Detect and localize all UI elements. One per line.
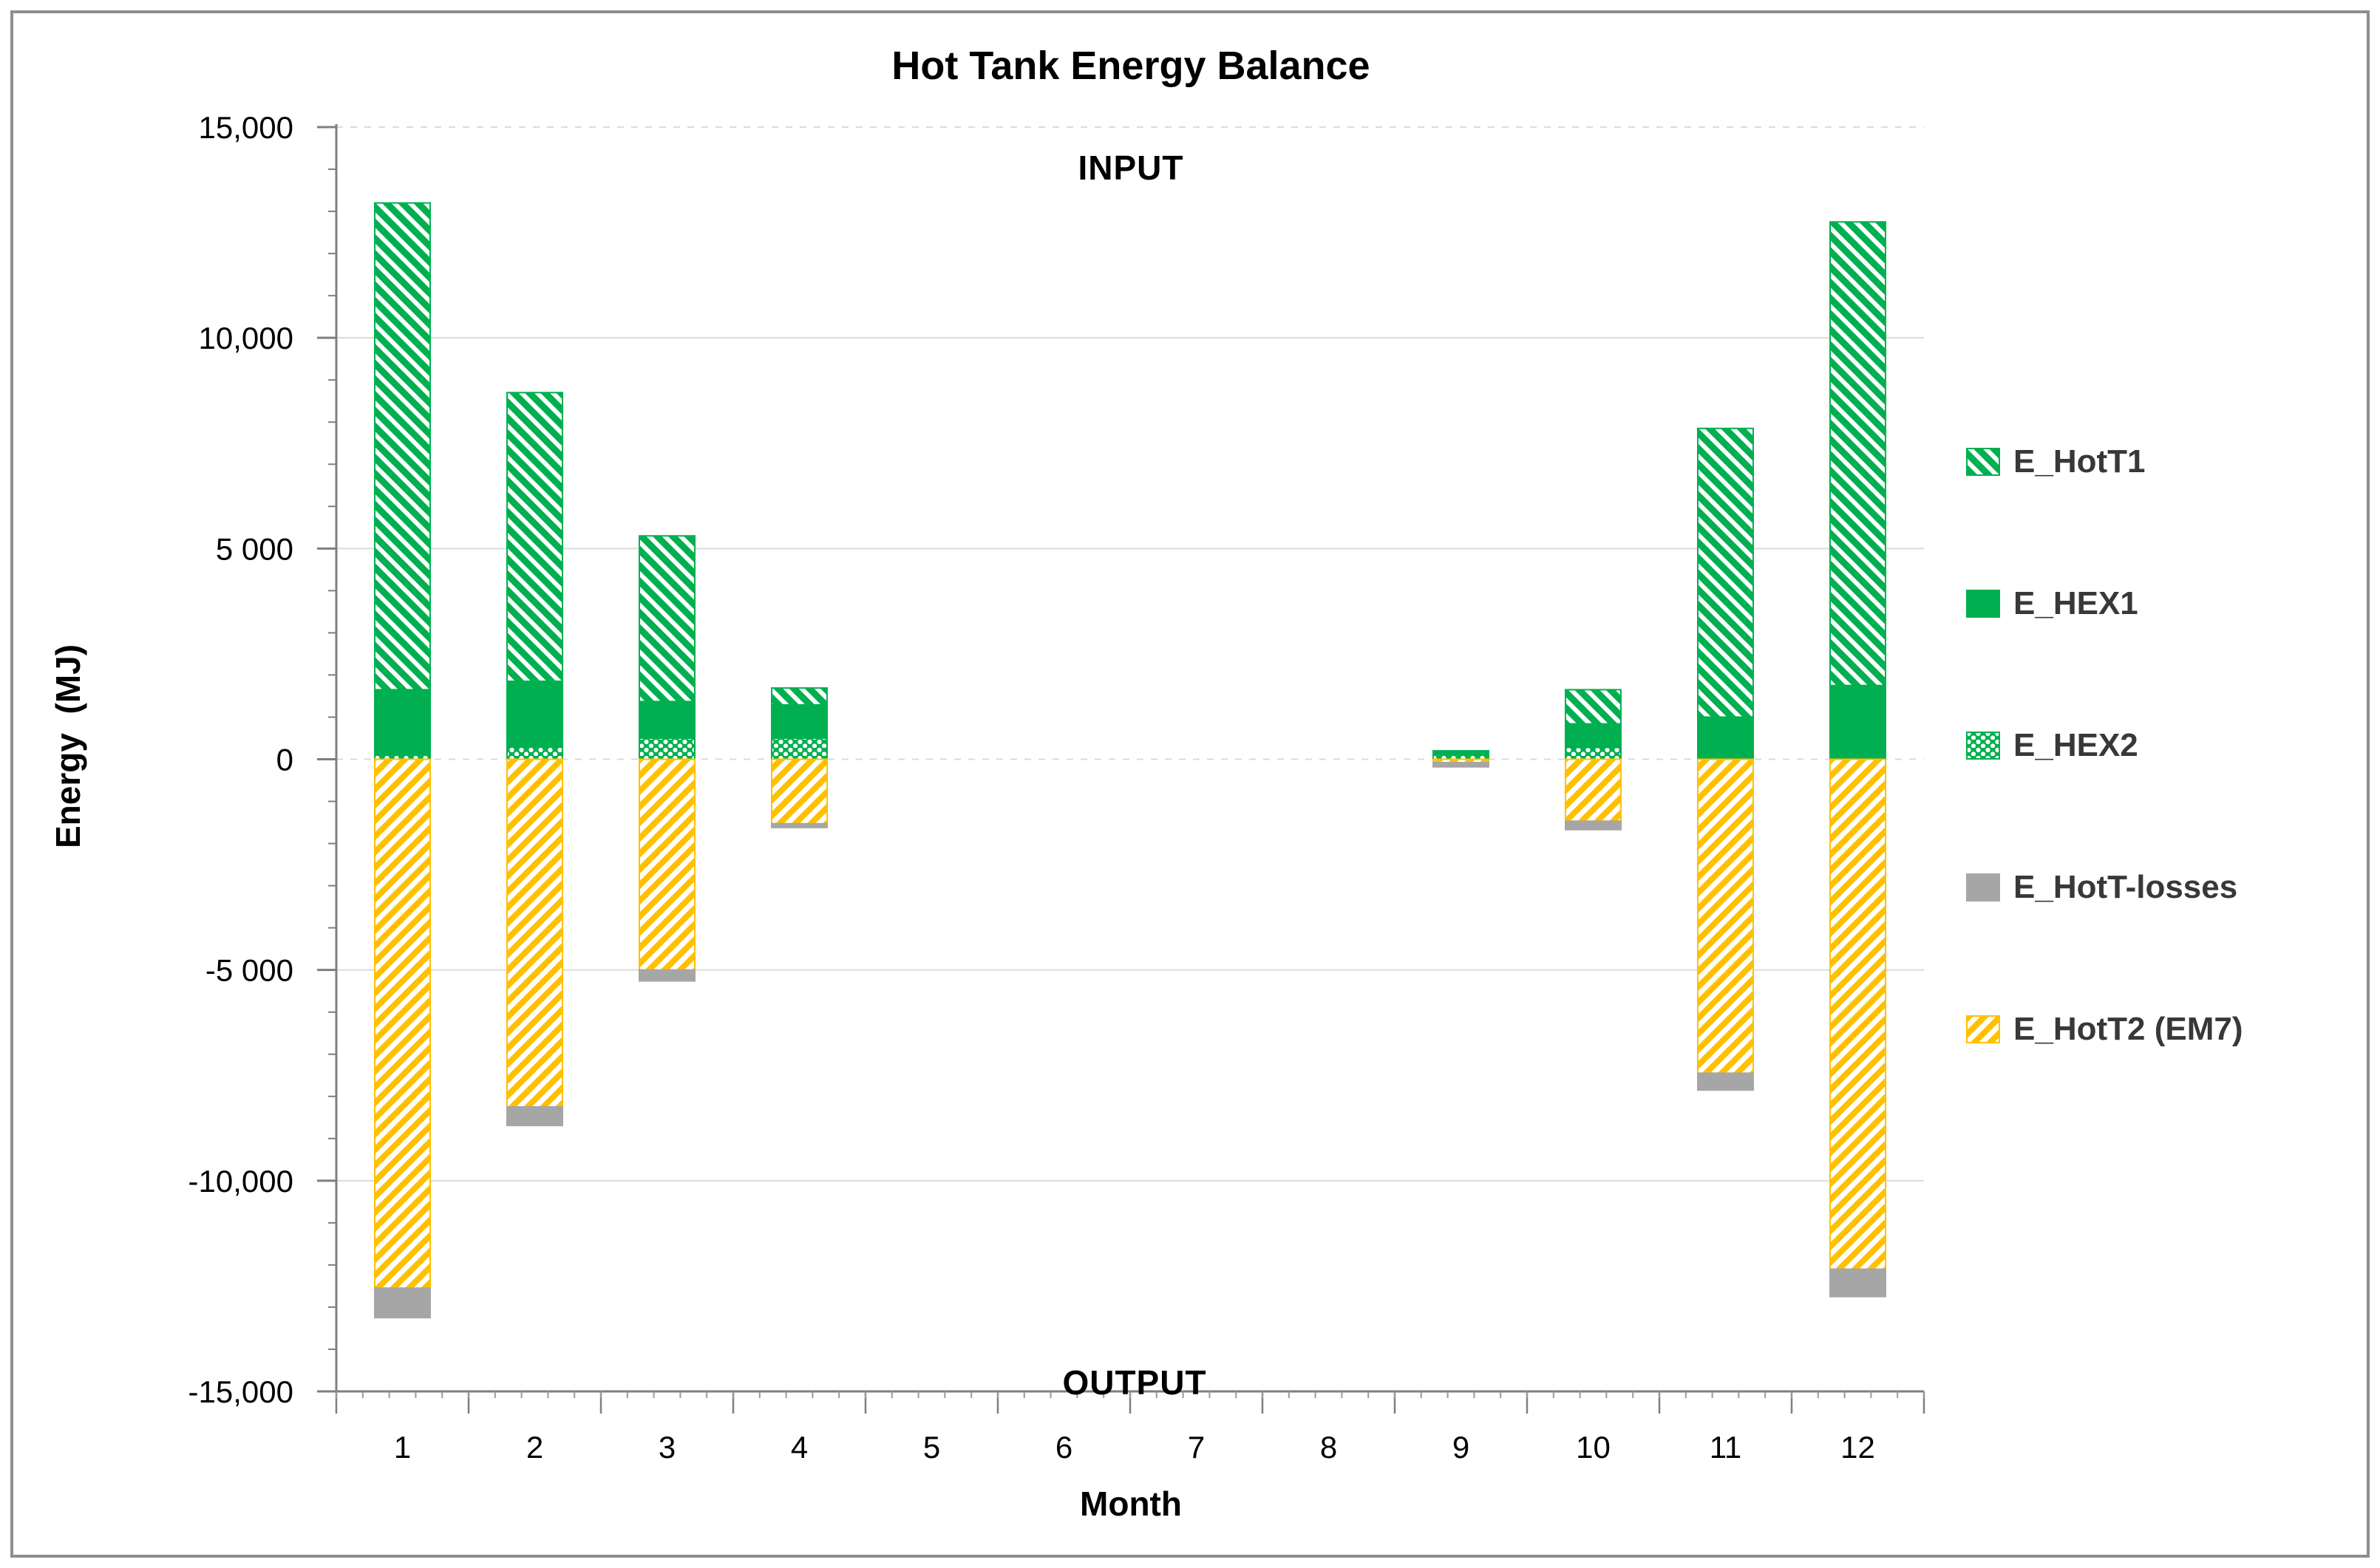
- x-tick-label: 7: [1188, 1430, 1205, 1465]
- bars: [374, 202, 1886, 1319]
- bar-segment-E_HotT-losses-m11: [1697, 1072, 1754, 1091]
- bar-segment-E_HotT-losses-m2: [506, 1106, 563, 1127]
- bar-segment-E_HEX1-m10: [1565, 723, 1622, 749]
- bar-segment-E_HEX1-m4: [771, 703, 828, 739]
- y-tick-label: 5 000: [216, 531, 293, 566]
- bar-segment-E_HotT1-m2: [506, 392, 563, 682]
- legend-swatch-hatch-yellow-icon: [1966, 1015, 2000, 1043]
- bar-segment-E_HotT1-m3: [639, 535, 696, 703]
- bar-segment-E_HEX1-m3: [639, 701, 696, 739]
- bar-segment-E_HotT2 (EM7)-m3: [639, 758, 696, 971]
- bar-segment-E_HotT-losses-m3: [639, 969, 696, 982]
- bar-segment-E_HotT-losses-m10: [1565, 820, 1622, 831]
- x-tick-label: 1: [394, 1430, 411, 1465]
- y-tick-label: 0: [276, 743, 293, 777]
- legend-item-E_HEX2: E_HEX2: [1966, 727, 2138, 764]
- output-annotation: OUTPUT: [1062, 1363, 1207, 1402]
- bar-segment-E_HEX2-m4: [771, 737, 828, 760]
- x-tick-label: 5: [923, 1430, 940, 1465]
- y-tick-label: -10,000: [188, 1164, 293, 1199]
- bar-segment-E_HotT-losses-m9: [1432, 762, 1489, 768]
- legend-swatch-dots-green-icon: [1966, 732, 2000, 760]
- legend-label: E_HEX1: [2013, 585, 2138, 621]
- legend-item-E_HEX1: E_HEX1: [1966, 585, 2138, 622]
- legend-swatch-solid-green-icon: [1966, 590, 2000, 618]
- y-tick-label: 15,000: [199, 110, 293, 145]
- bar-segment-E_HotT2 (EM7)-m2: [506, 758, 563, 1108]
- bar-segment-E_HotT2 (EM7)-m11: [1697, 758, 1754, 1074]
- legend-item-E_HotT1: E_HotT1: [1966, 443, 2145, 480]
- x-tick-label: 12: [1840, 1430, 1875, 1465]
- bar-segment-E_HEX1-m12: [1829, 684, 1886, 760]
- chart-title: Hot Tank Energy Balance: [891, 44, 1370, 88]
- bar-segment-E_HotT1-m12: [1829, 221, 1886, 686]
- x-axis-title: Month: [1080, 1485, 1182, 1523]
- x-tick-label: 3: [659, 1430, 676, 1465]
- legend-item-E_HotT-losses: E_HotT-losses: [1966, 869, 2237, 906]
- x-tick-label: 11: [1710, 1430, 1742, 1465]
- bar-segment-E_HEX2-m3: [639, 737, 696, 760]
- x-tick-label: 9: [1452, 1430, 1469, 1465]
- x-tick-label: 6: [1055, 1430, 1072, 1465]
- bar-segment-E_HotT-losses-m4: [771, 822, 828, 828]
- legend-swatch-hatch-green-icon: [1966, 448, 2000, 476]
- legend-label: E_HotT1: [2013, 443, 2146, 480]
- bar-segment-E_HEX1-m11: [1697, 716, 1754, 760]
- y-tick-label: -5 000: [205, 953, 293, 988]
- bar-segment-E_HotT2 (EM7)-m10: [1565, 758, 1622, 822]
- y-tick-label: -15,000: [188, 1374, 293, 1409]
- y-tick-label: 10,000: [199, 321, 293, 355]
- bar-segment-E_HEX1-m2: [506, 680, 563, 748]
- bar-segment-E_HotT2 (EM7)-m4: [771, 758, 828, 825]
- bar-segment-E_HotT1-m1: [374, 202, 431, 691]
- bar-segment-E_HotT1-m4: [771, 687, 828, 706]
- bar-segment-E_HotT2 (EM7)-m12: [1829, 758, 1886, 1270]
- legend-label: E_HEX2: [2013, 727, 2138, 763]
- x-tick-label: 8: [1320, 1430, 1337, 1465]
- bar-segment-E_HEX1-m1: [374, 689, 431, 756]
- bar-segment-E_HEX2-m2: [506, 746, 563, 760]
- x-tick-label: 10: [1576, 1430, 1611, 1465]
- bar-segment-E_HotT-losses-m12: [1829, 1268, 1886, 1298]
- x-tick-label: 4: [791, 1430, 808, 1465]
- bar-segment-E_HotT1-m11: [1697, 427, 1754, 718]
- bar-segment-E_HotT2 (EM7)-m1: [374, 758, 431, 1289]
- legend-swatch-solid-gray-icon: [1966, 873, 2000, 901]
- x-tick-label: 2: [526, 1430, 543, 1465]
- gridlines: [336, 126, 1924, 1182]
- input-annotation: INPUT: [1078, 149, 1184, 187]
- y-axis-title: Energy (MJ): [49, 644, 87, 849]
- legend-label: E_HotT-losses: [2013, 869, 2238, 905]
- legend-label: E_HotT2 (EM7): [2013, 1011, 2243, 1047]
- legend-item-E_HotT2 (EM7): E_HotT2 (EM7): [1966, 1011, 2243, 1048]
- bar-segment-E_HotT-losses-m1: [374, 1287, 431, 1319]
- axes: [317, 124, 1925, 1414]
- bar-segment-E_HEX1-m9: [1432, 750, 1489, 756]
- bar-segment-E_HEX2-m10: [1565, 746, 1622, 760]
- bar-segment-E_HotT1-m10: [1565, 689, 1622, 725]
